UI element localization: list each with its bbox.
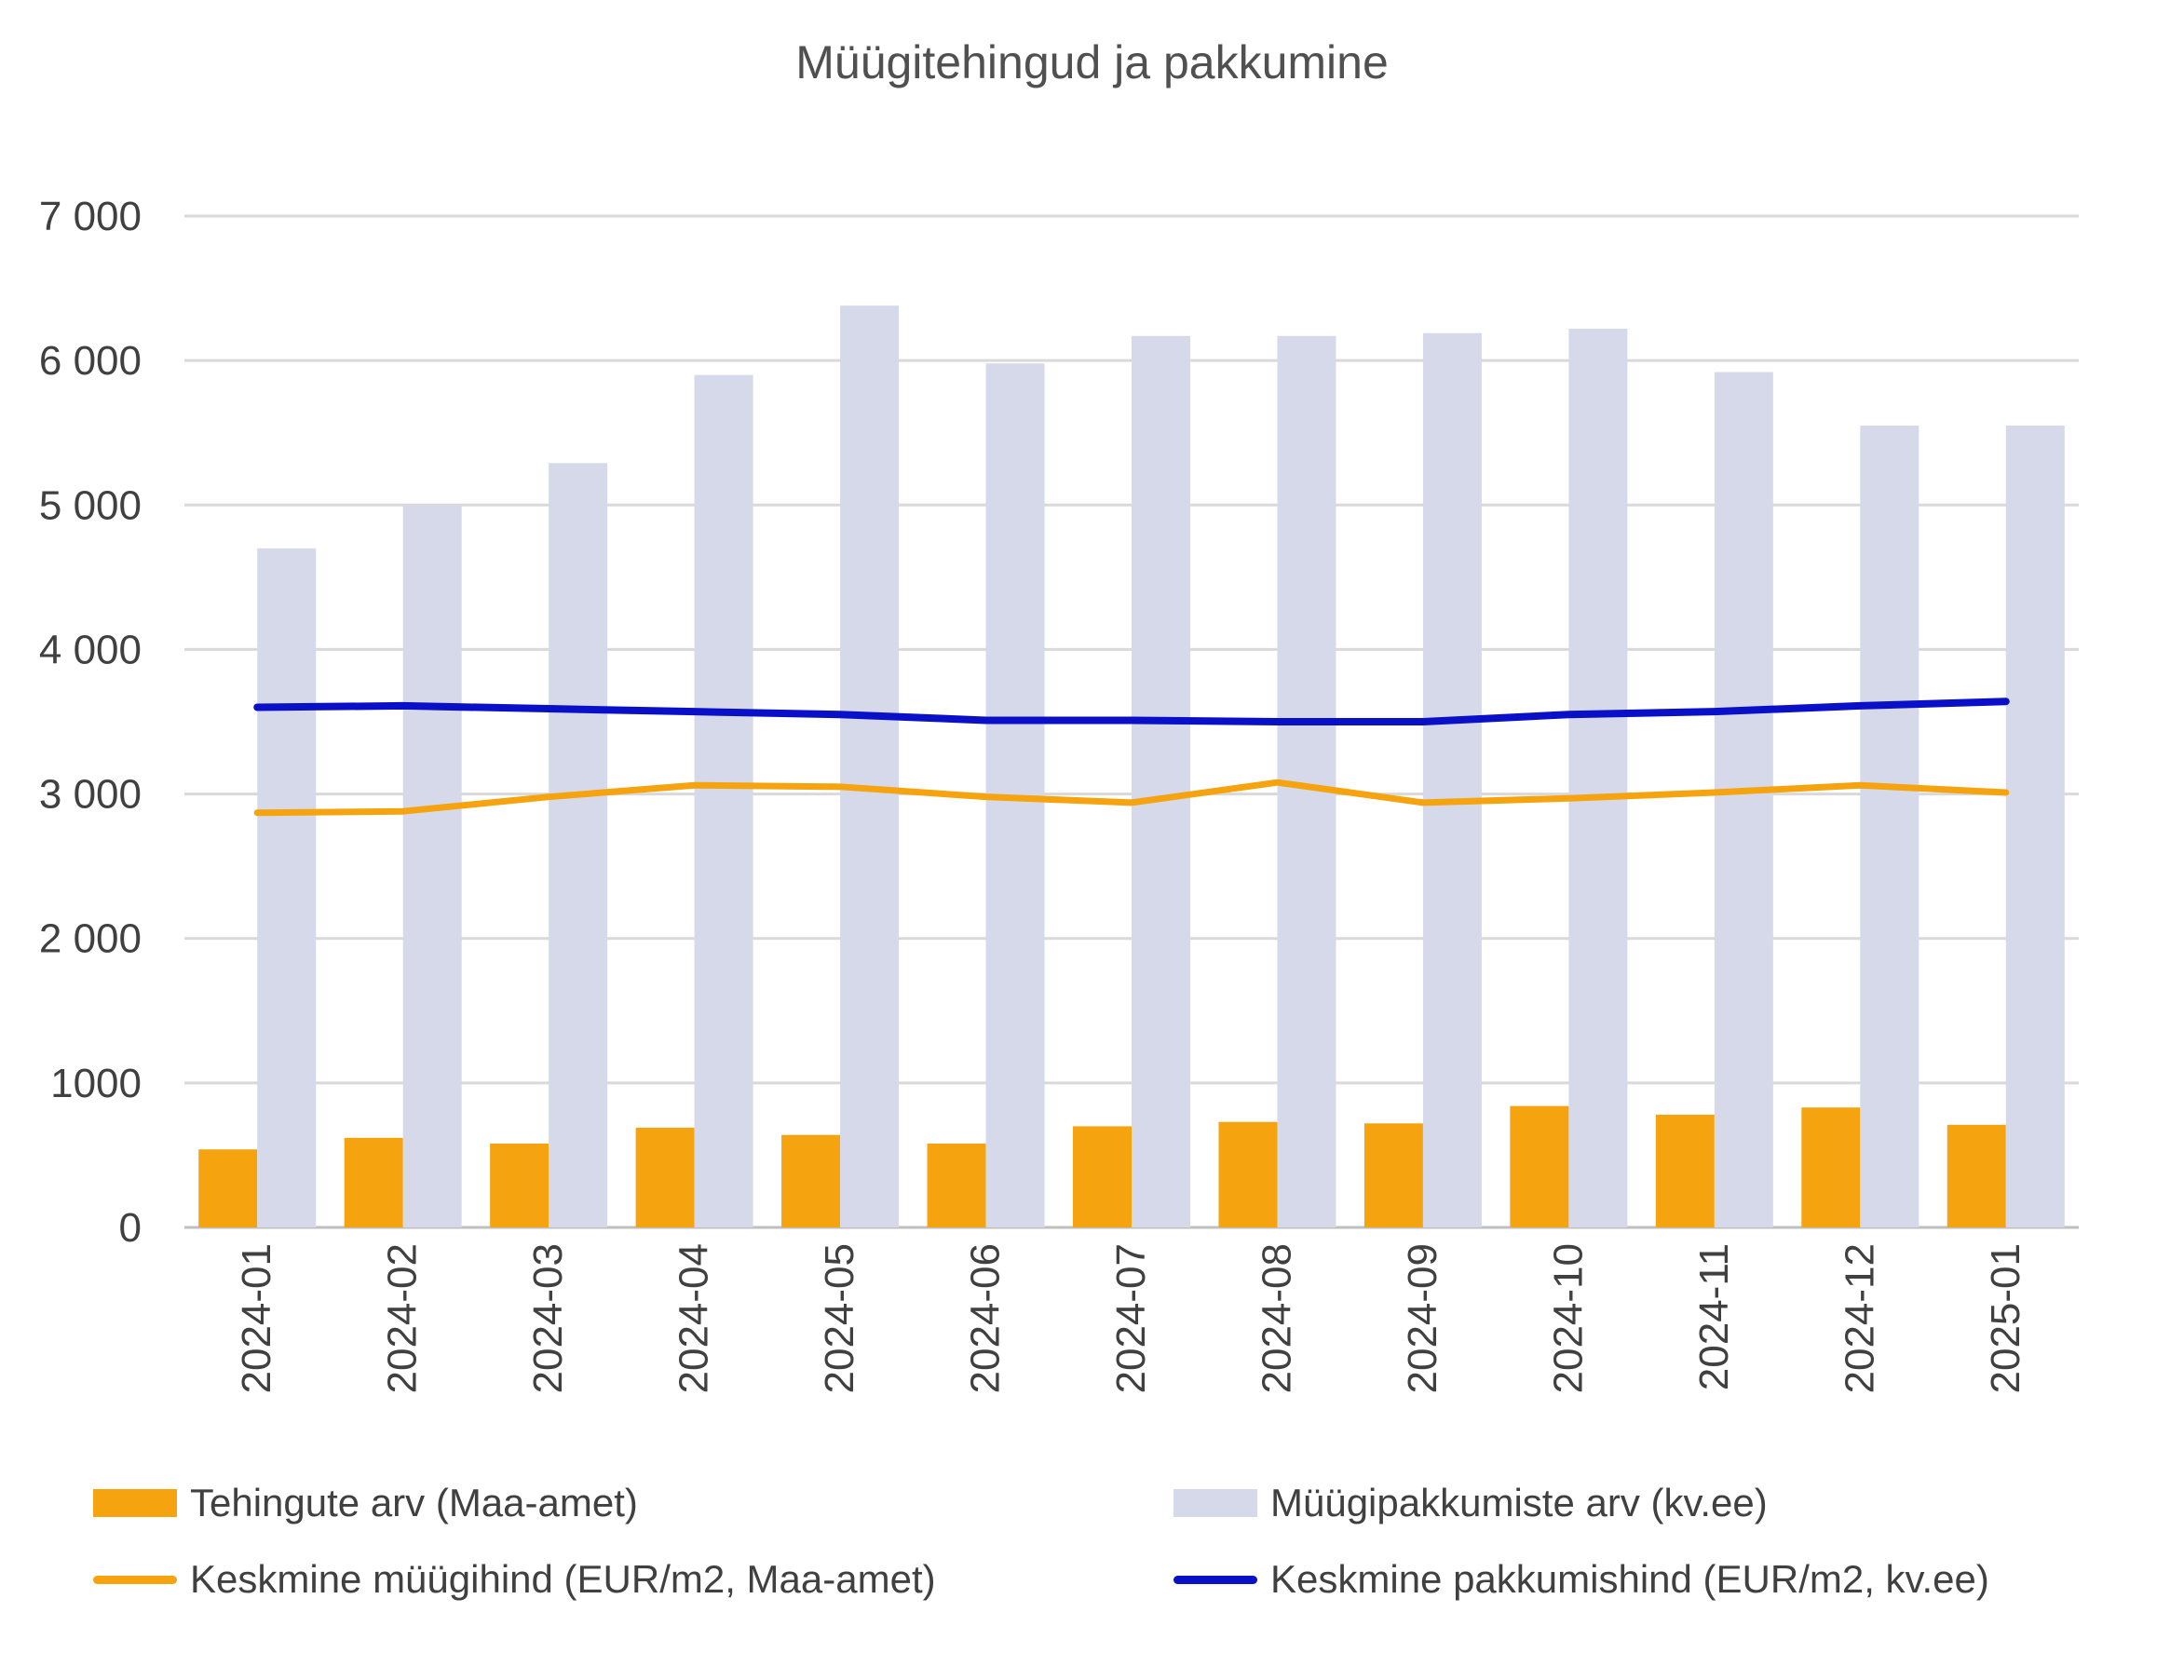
bar-myygipakkumiste-arv [1714,372,1773,1227]
legend: Tehingute arv (Maa-amet) Müügipakkumiste… [93,1481,2096,1648]
x-tick-label: 2024-10 [1545,1243,1591,1393]
line-keskmine-myygihind [253,779,2010,817]
y-tick-label: 7 000 [39,194,142,239]
x-tick-labels: 2024-01 2024-02 2024-03 2024-04 2024-05 2024-… [234,1243,2028,1393]
chart-plot: 0 1000 2 000 3 000 4 000 5 000 6 000 7 000 2024… [39,194,2079,1393]
y-tick-label: 5 000 [39,482,142,528]
x-tick-label: 2024-03 [525,1243,571,1393]
x-tick-label: 2024-02 [380,1243,426,1393]
x-tick-label: 2024-01 [234,1243,279,1393]
y-tick-label: 3 000 [39,772,142,818]
bar-tehingute-arv [198,1149,258,1227]
bar-tehingute-arv [927,1144,986,1227]
line-keskmine-pakkumishind [253,698,2010,725]
bars [198,305,2065,1228]
bar-myygipakkumiste-arv [549,463,608,1227]
legend-item-keskmine-pakkumishind: Keskmine pakkumishind (EUR/m2, kv.ee) [1173,1557,1989,1602]
legend-swatch [93,1489,177,1517]
bar-myygipakkumiste-arv [1860,425,1919,1227]
y-tick-label: 0 [119,1205,142,1251]
bar-tehingute-arv [344,1137,403,1227]
legend-item-myygipakkumiste-arv: Müügipakkumiste arv (kv.ee) [1173,1481,1768,1525]
bar-tehingute-arv [635,1127,695,1227]
y-tick-label: 1000 [50,1061,142,1106]
bar-tehingute-arv [781,1134,841,1227]
y-tick-labels: 0 1000 2 000 3 000 4 000 5 000 6 000 7 000 [39,194,142,1251]
lines [253,698,2010,817]
bar-tehingute-arv [1363,1123,1423,1227]
bar-tehingute-arv [1510,1105,1569,1227]
bar-myygipakkumiste-arv [2005,425,2065,1227]
x-tick-label: 2024-06 [963,1243,1009,1393]
x-tick-label: 2024-05 [817,1243,862,1393]
y-tick-label: 4 000 [39,627,142,672]
x-tick-label: 2025-01 [1983,1243,2028,1393]
bar-myygipakkumiste-arv [257,548,317,1227]
bar-myygipakkumiste-arv [1568,329,1628,1227]
x-tick-label: 2024-11 [1691,1243,1737,1390]
bar-myygipakkumiste-arv [402,505,462,1227]
legend-swatch [93,1575,177,1584]
bar-tehingute-arv [490,1144,549,1227]
legend-label: Müügipakkumiste arv (kv.ee) [1270,1481,1768,1524]
bar-tehingute-arv [1073,1126,1132,1227]
bar-myygipakkumiste-arv [694,374,753,1228]
legend-label: Keskmine pakkumishind (EUR/m2, kv.ee) [1270,1557,1989,1601]
x-tick-label: 2024-07 [1108,1243,1154,1393]
legend-label: Keskmine müügihind (EUR/m2, Maa-amet) [190,1557,936,1601]
bar-tehingute-arv [1218,1121,1278,1227]
legend-swatch [1173,1575,1257,1584]
x-tick-label: 2024-12 [1837,1243,1882,1393]
bar-tehingute-arv [1655,1114,1715,1227]
x-tick-label: 2024-08 [1254,1243,1299,1393]
y-tick-label: 2 000 [39,916,142,962]
chart-title: Müügitehingud ja pakkumine [795,36,1389,88]
bar-myygipakkumiste-arv [840,305,900,1227]
legend-item-keskmine-myygihind: Keskmine müügihind (EUR/m2, Maa-amet) [93,1557,936,1602]
legend-item-tehingute-arv: Tehingute arv (Maa-amet) [93,1481,638,1525]
legend-swatch [1173,1489,1257,1517]
bar-myygipakkumiste-arv [1422,332,1482,1227]
x-tick-label: 2024-04 [671,1243,717,1393]
y-tick-label: 6 000 [39,338,142,384]
bar-tehingute-arv [1947,1124,2006,1227]
bar-myygipakkumiste-arv [1132,335,1190,1228]
x-tick-label: 2024-09 [1400,1243,1445,1393]
legend-label: Tehingute arv (Maa-amet) [190,1481,638,1524]
bar-tehingute-arv [1801,1107,1861,1227]
